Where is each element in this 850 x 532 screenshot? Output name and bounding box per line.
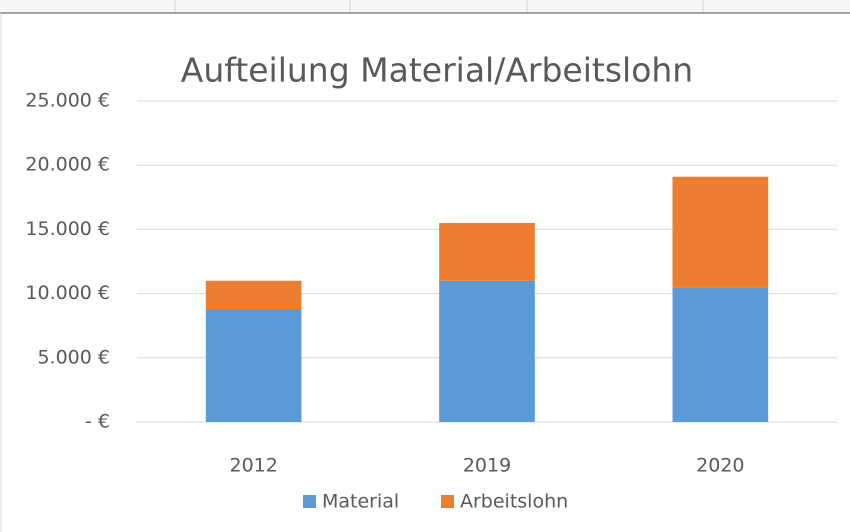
y-tick-label: 10.000 €	[25, 282, 110, 304]
bar-segment	[439, 280, 535, 422]
legend-label: Material	[322, 491, 399, 513]
bar-segment	[205, 280, 302, 310]
x-tick-label: 2020	[696, 455, 744, 477]
y-tick-label: 20.000 €	[25, 154, 110, 176]
bar-segment	[205, 309, 302, 422]
y-tick-label: - €	[85, 411, 110, 433]
legend-label: Arbeitslohn	[460, 491, 568, 513]
bar-segment	[439, 222, 535, 281]
sheet-strip	[0, 0, 850, 12]
bar-segment	[672, 287, 769, 422]
y-tick-label: 15.000 €	[25, 218, 110, 240]
legend-swatch	[441, 495, 454, 508]
legend-swatch	[303, 495, 316, 508]
x-tick-label: 2012	[229, 455, 277, 477]
y-tick-label: 25.000 €	[25, 90, 110, 112]
bar-segment	[672, 176, 769, 288]
y-tick-label: 5.000 €	[37, 346, 110, 368]
x-tick-label: 2019	[463, 455, 511, 477]
chart-title: Aufteilung Material/Arbeitslohn	[181, 51, 693, 90]
